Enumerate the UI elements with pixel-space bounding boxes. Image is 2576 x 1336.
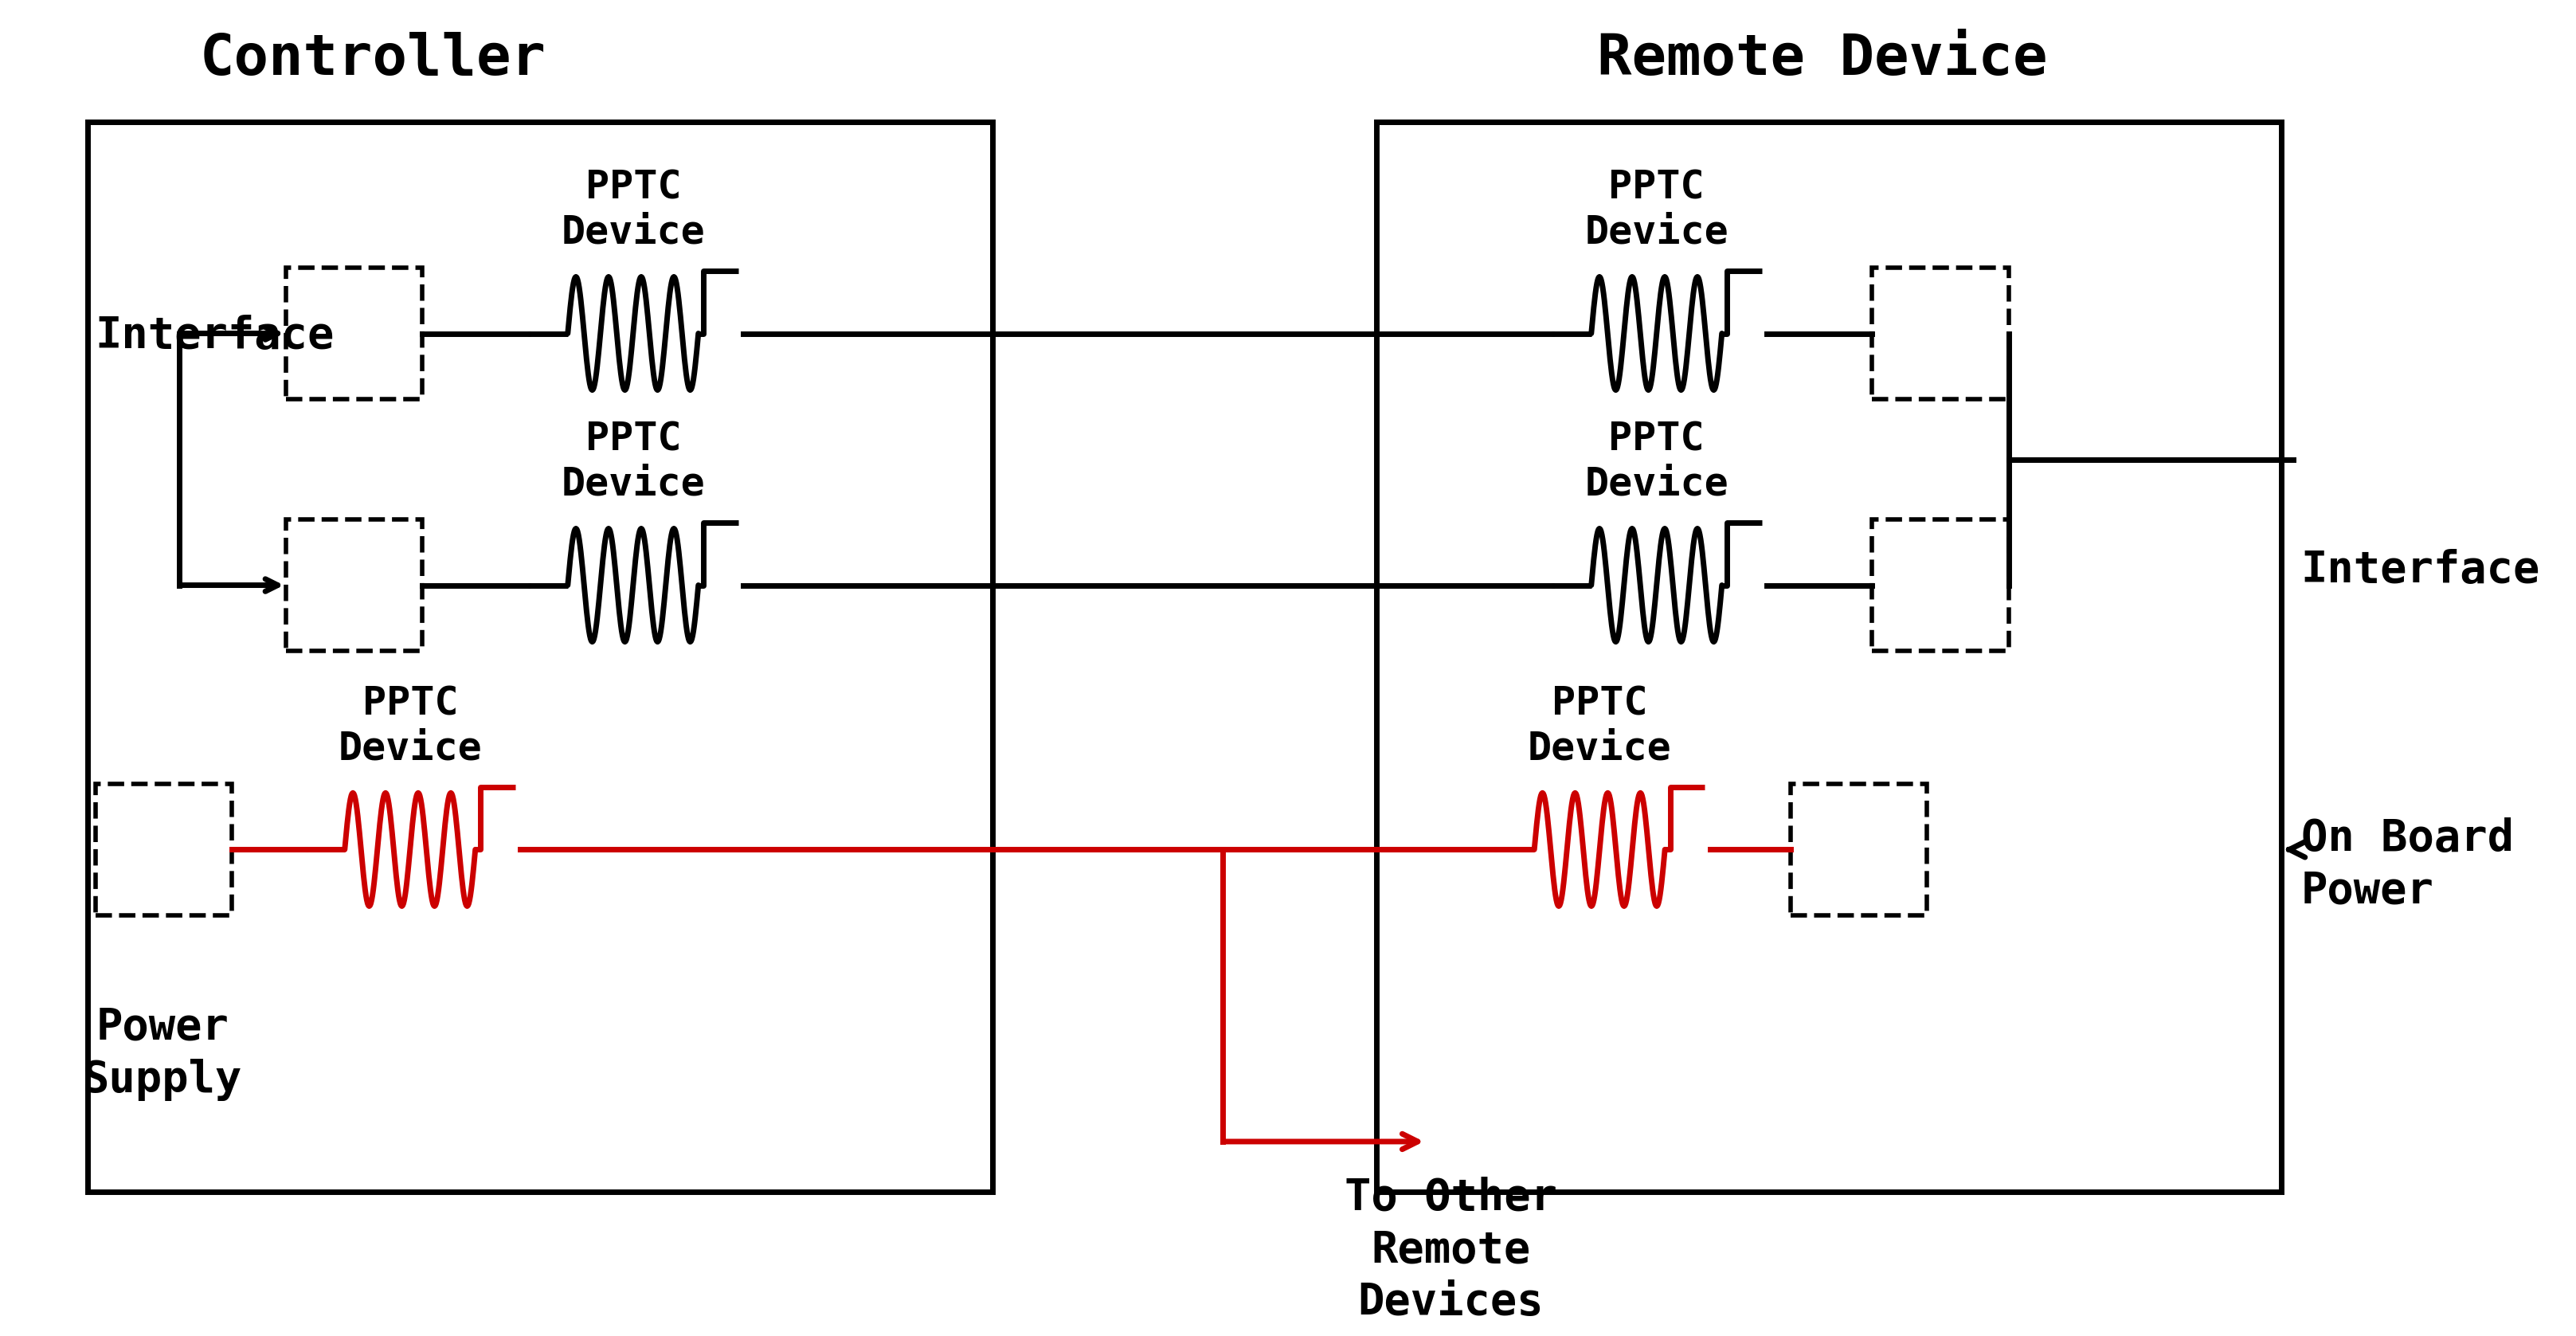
Bar [286, 520, 422, 651]
Text: Remote Device: Remote Device [1597, 32, 2048, 87]
Text: PPTC
Device: PPTC Device [562, 421, 706, 504]
Text: PPTC
Device: PPTC Device [1584, 168, 1728, 251]
Bar [286, 269, 422, 399]
Bar [95, 784, 232, 915]
Bar [1790, 784, 1927, 915]
Text: PPTC
Device: PPTC Device [1584, 421, 1728, 504]
Bar [88, 122, 992, 1192]
Bar [1873, 520, 2009, 651]
Text: On Board
Power: On Board Power [2300, 818, 2514, 912]
Text: Interface: Interface [95, 315, 335, 357]
Text: PPTC
Device: PPTC Device [1528, 685, 1672, 767]
Text: Interface: Interface [2300, 549, 2540, 592]
Bar [1376, 122, 2282, 1192]
Bar [1873, 269, 2009, 399]
Text: Power
Supply: Power Supply [82, 1006, 242, 1101]
Text: Controller: Controller [198, 32, 546, 87]
Text: PPTC
Device: PPTC Device [562, 168, 706, 251]
Text: To Other
Remote
Devices: To Other Remote Devices [1345, 1177, 1558, 1323]
Text: PPTC
Device: PPTC Device [337, 685, 482, 767]
